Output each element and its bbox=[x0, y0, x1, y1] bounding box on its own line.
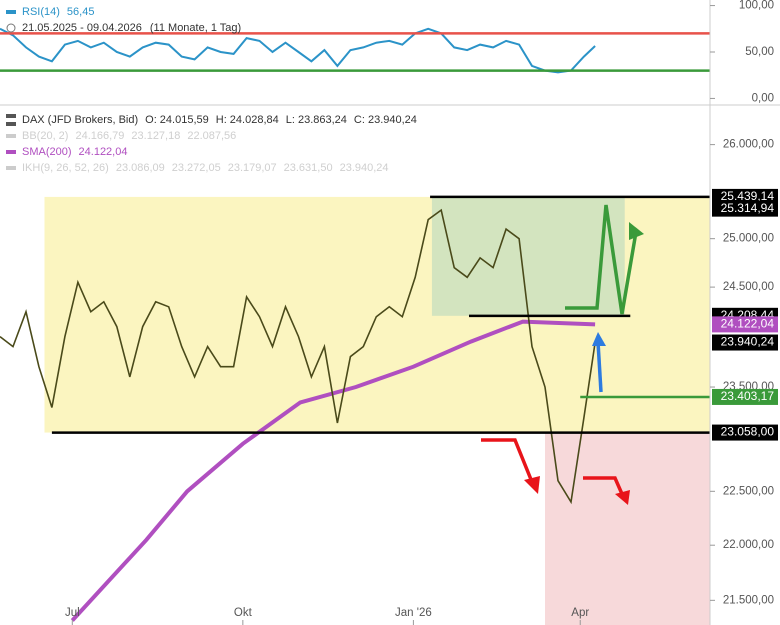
legend-text: SMA(200) bbox=[22, 146, 72, 158]
plot bbox=[0, 27, 710, 622]
y-tick-label: 0,00 bbox=[752, 92, 774, 104]
x-tick-label: Okt bbox=[234, 607, 253, 619]
blue-arrow bbox=[596, 341, 603, 393]
legend-text: 56,45 bbox=[67, 6, 95, 18]
y-tick-label: 22.500,00 bbox=[723, 485, 774, 497]
price-label-box bbox=[712, 424, 778, 441]
x-tick-label: Jan '26 bbox=[395, 607, 432, 619]
arrow-head bbox=[615, 490, 630, 505]
y-tick-label: 50,00 bbox=[745, 46, 774, 58]
legend-text: 23.940,24 bbox=[340, 162, 389, 174]
green-arrow bbox=[565, 204, 638, 315]
y-tick-label: 22.000,00 bbox=[723, 539, 774, 551]
sma-line bbox=[70, 319, 596, 622]
legend-text: RSI(14) bbox=[22, 6, 60, 18]
legend-text: DAX (JFD Brokers, Bid) bbox=[22, 114, 138, 126]
y-tick-label: 25.000,00 bbox=[723, 233, 774, 245]
legend-swatch bbox=[6, 10, 16, 14]
x-tick-label: Apr bbox=[571, 607, 589, 619]
y-tick-label: 21.500,00 bbox=[723, 594, 774, 606]
price-label: 23.403,17 bbox=[721, 389, 775, 403]
legend-text: IKH(9, 26, 52, 26) bbox=[22, 162, 109, 174]
legend-swatch bbox=[6, 166, 16, 170]
legend-text: 23.272,05 bbox=[172, 162, 221, 174]
legend-text: 23.179,07 bbox=[228, 162, 277, 174]
legend-text: 23.127,18 bbox=[131, 130, 180, 142]
arrow-head bbox=[629, 222, 644, 240]
legend-text: 24.166,79 bbox=[75, 130, 124, 142]
legend-text: H: 24.028,84 bbox=[216, 114, 279, 126]
y-tick-label: 24.500,00 bbox=[723, 281, 774, 293]
legend-text: L: 23.863,24 bbox=[286, 114, 347, 126]
y-tick-label: 100,00 bbox=[739, 0, 774, 12]
red-arrow bbox=[481, 438, 534, 483]
price-label-box bbox=[712, 388, 778, 405]
price-label-box bbox=[712, 200, 778, 217]
legend-text: 23.631,50 bbox=[284, 162, 333, 174]
legend-swatch bbox=[6, 134, 16, 138]
legend-text: 24.122,04 bbox=[79, 146, 128, 158]
y-tick-label: 26.000,00 bbox=[723, 139, 774, 151]
price-label: 24.122,04 bbox=[721, 317, 775, 331]
legend-text: O: 24.015,59 bbox=[145, 114, 209, 126]
price-label-box bbox=[712, 334, 778, 351]
price-label: 25.314,94 bbox=[721, 201, 775, 215]
series-line bbox=[0, 27, 596, 74]
labels: 0,00 50,00 100,00 RSI(14) 56,45 21.05.2025 - … bbox=[6, 0, 778, 625]
legend-swatch bbox=[6, 150, 16, 154]
price-label: 23.940,24 bbox=[721, 335, 775, 349]
legend-text: 22.087,56 bbox=[187, 130, 236, 142]
subtitle: 21.05.2025 - 09.04.2026 bbox=[22, 22, 142, 34]
price-label: 23.058,00 bbox=[721, 425, 775, 439]
legend-text: BB(20, 2) bbox=[22, 130, 68, 142]
arrow-head bbox=[524, 476, 540, 494]
legend-swatch bbox=[6, 118, 16, 122]
legend-text: 23.086,09 bbox=[116, 162, 165, 174]
legend-icon bbox=[6, 23, 16, 33]
price-label: 25.439,14 bbox=[721, 189, 775, 203]
series-line bbox=[0, 208, 596, 505]
zone bbox=[545, 432, 710, 625]
red-arrow bbox=[583, 476, 624, 495]
price-label-box bbox=[712, 316, 778, 333]
annotations bbox=[481, 204, 644, 505]
x-tick-label: Jul bbox=[65, 607, 80, 619]
subtitle-note: (11 Monate, 1 Tag) bbox=[150, 22, 241, 34]
arrow-head bbox=[592, 332, 606, 346]
zone bbox=[431, 196, 625, 316]
legend-text: C: 23.940,24 bbox=[354, 114, 417, 126]
